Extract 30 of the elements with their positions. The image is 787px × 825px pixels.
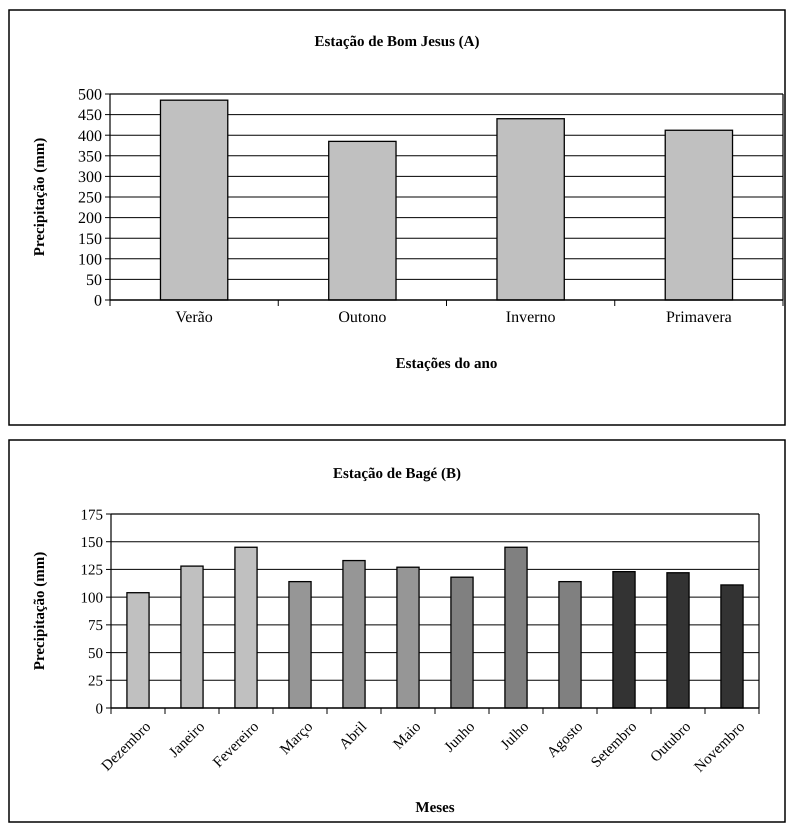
x-tick-label: Verão (175, 309, 213, 326)
y-tick-label: 100 (80, 590, 103, 606)
x-axis-title: Meses (415, 800, 455, 816)
y-axis-title: Precipitação (mm) (32, 552, 48, 670)
x-axis-title: Estações do ano (396, 356, 498, 372)
y-tick-label: 150 (80, 534, 103, 551)
y-tick-label: 150 (78, 230, 102, 248)
y-tick-label: 0 (94, 292, 102, 310)
x-tick-label: Maio (390, 718, 424, 753)
y-tick-label: 400 (78, 128, 102, 145)
y-tick-label: 125 (80, 562, 103, 579)
y-tick-label: 0 (96, 701, 103, 718)
y-tick-label: 50 (86, 272, 102, 289)
x-tick-label: Inverno (506, 309, 556, 326)
y-tick-label: 350 (78, 148, 102, 166)
chart-title: Estação de Bagé (B) (333, 466, 461, 482)
y-tick-label: 500 (78, 86, 102, 104)
x-tick-label: Outono (338, 309, 386, 326)
y-tick-label: 450 (78, 107, 102, 124)
y-tick-label: 250 (78, 190, 102, 207)
y-tick-label: 200 (78, 210, 102, 228)
y-axis-title: Precipitação (mm) (32, 138, 48, 256)
y-tick-label: 100 (78, 251, 102, 268)
x-tick-label: Primavera (666, 309, 732, 326)
y-tick-label: 50 (88, 646, 103, 662)
y-tick-label: 75 (88, 618, 103, 634)
chart-title: Estação de Bom Jesus (A) (314, 34, 480, 50)
y-tick-label: 175 (80, 507, 103, 524)
y-tick-label: 300 (78, 169, 102, 186)
y-tick-label: 25 (88, 674, 103, 690)
